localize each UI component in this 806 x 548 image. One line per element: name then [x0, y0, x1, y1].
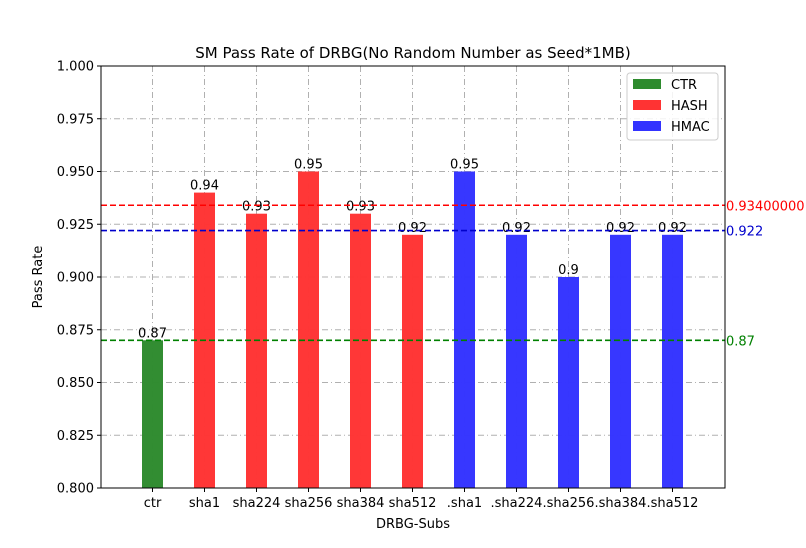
legend-label: HMAC [671, 120, 710, 135]
bar-value-label: 0.92 [398, 221, 427, 236]
bar-value-label: 0.92 [658, 221, 687, 236]
legend-label: HASH [671, 99, 708, 114]
bar [506, 234, 527, 488]
bar [298, 171, 319, 488]
x-tick-label: .sha1 [447, 496, 482, 511]
reference-line-label: 0.87 [726, 334, 755, 349]
legend-label: CTR [671, 78, 697, 93]
x-tick-label: .sha224 [491, 496, 543, 511]
x-tick-label: sha384 [337, 496, 385, 511]
bar [142, 340, 163, 488]
bar [610, 234, 631, 488]
bar-value-label: 0.92 [502, 221, 531, 236]
bar-value-label: 0.9 [558, 263, 579, 278]
bar [350, 213, 371, 488]
bar [558, 277, 579, 488]
y-axis: 0.800 0.825 0.850 0.875 0.900 0.925 0.950 0.975… [57, 60, 101, 497]
y-tick-label: 0.900 [57, 271, 94, 286]
x-tick-label: sha1 [189, 496, 220, 511]
y-tick-label: 1.000 [57, 60, 94, 75]
bar [246, 213, 267, 488]
bar-value-label: 0.92 [606, 221, 635, 236]
legend-swatch [633, 100, 661, 110]
bar-value-label: 0.95 [450, 158, 479, 173]
x-tick-label: .sha512 [647, 496, 699, 511]
y-tick-label: 0.825 [57, 429, 94, 444]
chart-title: SM Pass Rate of DRBG(No Random Number as… [195, 44, 631, 62]
x-tick-label: .sha384 [595, 496, 647, 511]
bar [662, 234, 683, 488]
x-tick-label: sha512 [389, 496, 437, 511]
y-tick-label: 0.850 [57, 376, 94, 391]
legend-swatch [633, 79, 661, 89]
reference-line-label: 0.922 [726, 225, 763, 240]
bars: 0.87 0.94 0.93 0.95 0.93 0.92 0.95 0.92 0.9 0.92 0… [138, 158, 687, 488]
legend: CTR HASH HMAC [626, 72, 719, 141]
bar [454, 171, 475, 488]
reference-lines: 0.93400000 0.922 0.87 [101, 199, 805, 349]
x-tick-label: sha256 [285, 496, 333, 511]
y-tick-label: 0.975 [57, 112, 94, 127]
x-tick-label: sha224 [233, 496, 281, 511]
bar-value-label: 0.93 [346, 200, 375, 215]
legend-swatch [633, 121, 661, 131]
reference-line-label: 0.93400000 [726, 199, 805, 214]
bar-value-label: 0.94 [190, 179, 219, 194]
x-tick-label: ctr [144, 496, 162, 511]
bar-value-label: 0.87 [138, 326, 167, 341]
x-axis-label: DRBG-Subs [376, 517, 450, 532]
y-tick-label: 0.875 [57, 323, 94, 338]
bar-value-label: 0.95 [294, 158, 323, 173]
y-tick-label: 0.925 [57, 218, 94, 233]
y-tick-label: 0.800 [57, 482, 94, 497]
x-axis: ctr sha1 sha224 sha256 sha384 sha512 .sha1 .sha… [144, 488, 699, 511]
bar-value-label: 0.93 [242, 200, 271, 215]
bar [402, 234, 423, 488]
y-tick-label: 0.950 [57, 165, 94, 180]
x-tick-label: .sha256 [543, 496, 595, 511]
y-axis-label: Pass Rate [31, 246, 46, 309]
